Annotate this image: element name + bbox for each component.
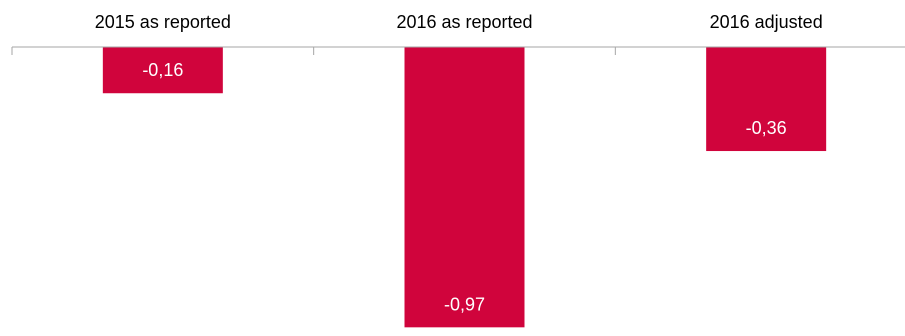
category-label-1: 2015 as reported — [95, 12, 231, 32]
bar-2 — [404, 47, 525, 328]
bar-value-label-1: -0,16 — [142, 60, 183, 80]
bar-value-label-2: -0,97 — [444, 294, 485, 314]
category-label-2: 2016 as reported — [396, 12, 532, 32]
category-label-3: 2016 adjusted — [710, 12, 823, 32]
bar-1 — [102, 47, 223, 94]
bar-value-label-3: -0,36 — [746, 118, 787, 138]
bar-3 — [706, 47, 827, 152]
